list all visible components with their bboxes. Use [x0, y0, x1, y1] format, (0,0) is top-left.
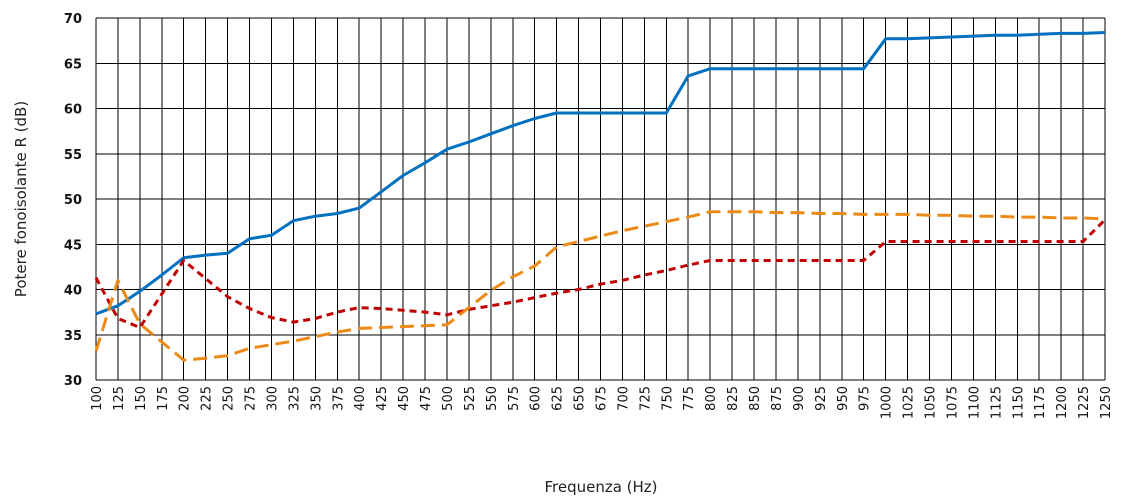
- x-tick-label: 400: [353, 386, 368, 411]
- x-tick-label: 900: [792, 386, 807, 411]
- x-tick-label: 525: [463, 386, 478, 411]
- x-tick-label: 1150: [1011, 386, 1026, 419]
- x-tick-label: 850: [748, 386, 763, 411]
- x-tick-label: 475: [419, 386, 434, 411]
- x-tick-label: 1225: [1077, 386, 1092, 419]
- x-tick-label: 125: [112, 386, 127, 411]
- x-tick-label: 150: [134, 386, 149, 411]
- x-tick-label: 1025: [902, 386, 917, 419]
- x-tick-label: 725: [638, 386, 653, 411]
- y-tick-label: 55: [64, 148, 82, 163]
- x-tick-label: 975: [858, 386, 873, 411]
- y-tick-label: 65: [64, 57, 82, 72]
- x-tick-label: 175: [156, 386, 171, 411]
- x-tick-label: 425: [375, 386, 390, 411]
- x-tick-label: 375: [331, 386, 346, 411]
- x-tick-label: 1100: [967, 386, 982, 419]
- x-tick-label: 325: [287, 386, 302, 411]
- x-tick-label: 350: [309, 386, 324, 411]
- x-tick-label: 550: [485, 386, 500, 411]
- y-tick-label: 60: [64, 103, 82, 118]
- x-tick-label: 1200: [1055, 386, 1070, 419]
- x-tick-label: 1050: [924, 386, 939, 419]
- x-tick-label: 750: [660, 386, 675, 411]
- x-tick-label: 650: [573, 386, 588, 411]
- x-tick-label: 250: [222, 386, 237, 411]
- series-lines: [94, 31, 1107, 362]
- x-tick-label: 1000: [880, 386, 895, 419]
- x-tick-label: 600: [529, 386, 544, 411]
- x-tick-label: 1075: [945, 386, 960, 419]
- y-tick-label: 50: [64, 193, 82, 208]
- series-line-1: [95, 31, 1106, 316]
- x-tick-label: 575: [507, 386, 522, 411]
- x-tick-label: 275: [244, 386, 259, 411]
- x-tick-label: 950: [836, 386, 851, 411]
- x-tick-label: 200: [178, 386, 193, 411]
- x-tick-label: 700: [616, 386, 631, 411]
- x-axis-label: Frequenza (Hz): [544, 478, 657, 496]
- x-tick-label: 450: [397, 386, 412, 411]
- x-tick-label: 800: [704, 386, 719, 411]
- series-line-2: [94, 218, 1107, 329]
- y-tick-label: 70: [64, 12, 82, 27]
- y-tick-label: 40: [64, 284, 82, 299]
- x-tick-label: 1250: [1099, 386, 1114, 419]
- x-tick-label: 300: [265, 386, 280, 411]
- x-axis-ticks: 100 125 150 175 200 225 250 275 300 325 350 375 400 4…: [90, 386, 1114, 419]
- y-axis-ticks: 30 35 40 45 50 55 60 65 70: [64, 12, 82, 389]
- x-tick-label: 1125: [989, 386, 1004, 419]
- y-tick-label: 30: [64, 374, 82, 389]
- x-tick-label: 925: [814, 386, 829, 411]
- grid: [95, 17, 1106, 381]
- x-tick-label: 775: [682, 386, 697, 411]
- x-tick-label: 625: [551, 386, 566, 411]
- x-tick-label: 825: [726, 386, 741, 411]
- x-tick-label: 500: [441, 386, 456, 411]
- series-line-3: [94, 210, 1106, 362]
- x-tick-label: 100: [90, 386, 105, 411]
- x-tick-label: 225: [200, 386, 215, 411]
- x-tick-label: 1175: [1033, 386, 1048, 419]
- y-axis-label: Potere fonoisolante R (dB): [12, 101, 30, 297]
- y-tick-label: 45: [64, 238, 82, 253]
- x-tick-label: 675: [595, 386, 610, 411]
- y-tick-label: 35: [64, 329, 82, 344]
- x-tick-label: 875: [770, 386, 785, 411]
